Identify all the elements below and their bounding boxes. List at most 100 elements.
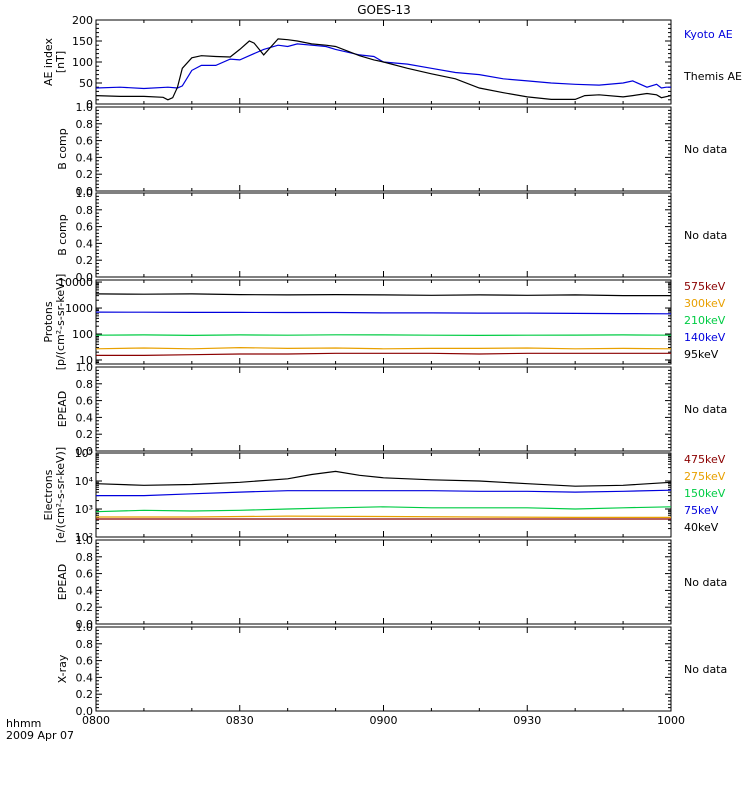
date-label: 2009 Apr 07 xyxy=(6,729,74,742)
no-data-label: No data xyxy=(684,143,727,156)
y-tick-label: 0.2 xyxy=(76,168,94,181)
y-tick-label: 200 xyxy=(72,14,93,27)
y-axis-label: B comp xyxy=(56,128,69,170)
y-tick-label: 0.4 xyxy=(76,584,94,597)
series-line-150kev xyxy=(95,506,672,513)
panel-1: 0 50 100 150 200 AE index [nT] Kyoto AE Themis A… xyxy=(42,14,742,111)
y-tick-label: 0.2 xyxy=(76,254,94,267)
panel-stack: 0 50 100 150 200 AE index [nT] Kyoto AE Themis A… xyxy=(42,14,742,727)
y-tick-label: 100 xyxy=(72,328,93,341)
panel-frame xyxy=(95,539,672,625)
legend-entry: 150keV xyxy=(684,487,726,500)
y-axis-label: [p/(cm²-s-sr-keV)] xyxy=(54,274,67,371)
y-axis-label: AE index xyxy=(42,37,55,86)
series-line-75kev xyxy=(96,489,672,497)
y-tick-label: 1.0 xyxy=(76,534,94,547)
panel-2: 0.0 0.2 0.4 0.6 0.8 1.0 B comp No data xyxy=(56,101,727,198)
y-tick-label: 0.2 xyxy=(76,688,94,701)
y-tick-label: 100 xyxy=(72,56,93,69)
legend-entry: 575keV xyxy=(684,280,726,293)
panel-frame xyxy=(95,192,672,278)
series-line-275kev xyxy=(96,515,671,519)
legend-entry: Kyoto AE xyxy=(684,28,733,41)
legend-entry: 95keV xyxy=(684,348,719,361)
x-tick-label: 0930 xyxy=(513,714,541,727)
y-tick-label: 0.6 xyxy=(76,135,94,148)
y-axis-label: Protons xyxy=(42,301,55,342)
panel-6: 10² 10³ 10⁴ 10⁵ Electrons [e/(cm²-s-sr-keV)] 4… xyxy=(42,447,726,544)
x-tick-label: 1000 xyxy=(657,714,685,727)
legend-entry: 40keV xyxy=(684,521,719,534)
series-line-kyoto-ae xyxy=(95,43,671,90)
y-tick-label: 0.8 xyxy=(76,118,94,131)
panel-frame xyxy=(95,279,672,365)
no-data-label: No data xyxy=(684,403,727,416)
y-tick-label: 0.4 xyxy=(76,671,94,684)
y-axis-label: X-ray xyxy=(56,654,69,683)
legend-entry: 75keV xyxy=(684,504,719,517)
y-tick-label: 0.6 xyxy=(76,221,94,234)
panel-frame xyxy=(95,626,672,712)
y-tick-label: 0.6 xyxy=(76,655,94,668)
panel-frame xyxy=(95,452,672,538)
series-line-95kev xyxy=(95,293,671,297)
no-data-label: No data xyxy=(684,576,727,589)
y-tick-label: 1.0 xyxy=(76,621,94,634)
y-tick-label: 0.4 xyxy=(76,237,94,250)
y-tick-label: 1.0 xyxy=(76,361,94,374)
no-data-label: No data xyxy=(684,229,727,242)
chart-title: GOES-13 xyxy=(357,3,411,17)
y-tick-label: 0.8 xyxy=(76,204,94,217)
legend-entry: 140keV xyxy=(684,331,726,344)
legend-entry: 300keV xyxy=(684,297,726,310)
y-tick-label: 0.0 xyxy=(76,185,94,198)
series-line-300kev xyxy=(95,346,672,350)
panel-frame xyxy=(95,106,672,192)
y-tick-label: 0.8 xyxy=(76,378,94,391)
y-axis-label: B comp xyxy=(56,214,69,256)
y-tick-label: 10000 xyxy=(58,276,93,289)
panel-frame xyxy=(95,366,672,452)
y-tick-label: 10 xyxy=(79,354,93,367)
y-tick-label: 150 xyxy=(72,35,93,48)
legend-entry: 275keV xyxy=(684,470,726,483)
panel-7: 0.0 0.2 0.4 0.6 0.8 1.0 EPEAD No data xyxy=(56,534,727,631)
y-tick-label: 0.4 xyxy=(76,151,94,164)
y-tick-label: 0.0 xyxy=(76,618,94,631)
y-axis-label: EPEAD xyxy=(56,391,69,428)
y-tick-label: 1000 xyxy=(65,302,93,315)
y-tick-label: 1.0 xyxy=(76,187,94,200)
y-tick-label: 0.6 xyxy=(76,568,94,581)
y-tick-label: 0.2 xyxy=(76,428,94,441)
series-line-210kev xyxy=(95,334,672,337)
y-axis-label: [nT] xyxy=(54,51,67,73)
panel-5: 0.0 0.2 0.4 0.6 0.8 1.0 EPEAD No data xyxy=(56,361,727,458)
y-tick-label: 1.0 xyxy=(76,101,94,114)
legend-entry: Themis AE xyxy=(683,70,742,83)
y-tick-label: 0 xyxy=(86,98,93,111)
y-tick-label: 0.6 xyxy=(76,395,94,408)
y-tick-label: 10⁵ xyxy=(75,447,93,460)
y-axis-label: Electrons xyxy=(42,469,55,520)
legend-entry: 210keV xyxy=(684,314,726,327)
legend-entry: 475keV xyxy=(684,453,726,466)
y-tick-label: 50 xyxy=(79,77,93,90)
x-tick-label: 0800 xyxy=(82,714,110,727)
y-tick-label: 10² xyxy=(75,531,93,544)
time-corner-label: hhmm xyxy=(6,717,41,730)
x-tick-label: 0900 xyxy=(370,714,398,727)
y-axis-label: [e/(cm²-s-sr-keV)] xyxy=(54,447,67,543)
series-line-themis-ae xyxy=(95,38,672,101)
y-tick-label: 0.8 xyxy=(76,551,94,564)
y-tick-label: 0.0 xyxy=(76,705,94,718)
series-line-140kev xyxy=(95,311,672,315)
y-tick-label: 0.2 xyxy=(76,601,94,614)
y-axis-label: EPEAD xyxy=(56,564,69,601)
panel-8: 0.0 0.2 0.4 0.6 0.8 1.0 X-ray No data xyxy=(56,621,727,718)
y-tick-label: 10⁴ xyxy=(75,475,94,488)
y-tick-label: 0.0 xyxy=(76,445,94,458)
panel-3: 0.0 0.2 0.4 0.6 0.8 1.0 B comp No data xyxy=(56,187,727,284)
y-tick-label: 10³ xyxy=(75,503,93,516)
